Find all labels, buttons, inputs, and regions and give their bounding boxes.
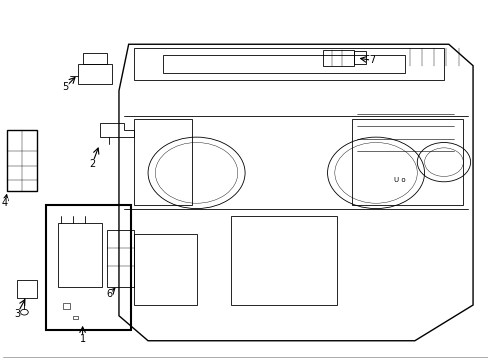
Bar [17, 280, 37, 298]
Bar [58, 223, 102, 287]
Bar [46, 205, 131, 330]
Bar [351, 119, 463, 205]
Bar [63, 303, 70, 309]
Bar [353, 51, 366, 64]
Text: 5: 5 [62, 82, 69, 92]
Bar [230, 216, 337, 305]
Bar [133, 234, 196, 305]
Text: 3: 3 [14, 309, 20, 319]
Bar [133, 119, 191, 205]
Bar [322, 50, 353, 66]
Bar [7, 130, 37, 191]
Bar [82, 53, 106, 64]
Text: 2: 2 [89, 159, 95, 169]
Text: 6: 6 [106, 289, 112, 299]
Bar [78, 64, 111, 84]
Text: 4: 4 [2, 198, 8, 208]
Bar [73, 316, 78, 319]
Text: U o: U o [394, 177, 405, 183]
Bar [106, 230, 133, 287]
Bar [163, 55, 405, 73]
Text: 1: 1 [80, 334, 85, 344]
Text: 7: 7 [368, 55, 374, 65]
